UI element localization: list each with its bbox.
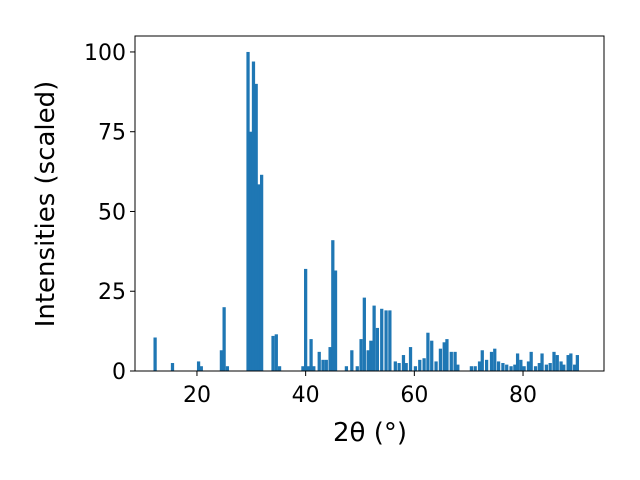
bar: [422, 358, 426, 371]
bar: [501, 363, 505, 371]
x-tick-label: 80: [509, 383, 537, 408]
bar: [251, 61, 256, 372]
bar: [333, 270, 338, 371]
bar: [434, 361, 438, 371]
x-tick-label: 40: [292, 383, 320, 408]
bar: [526, 361, 531, 371]
bar: [575, 355, 580, 371]
bar: [519, 359, 523, 371]
bar: [257, 184, 261, 371]
bar: [153, 337, 157, 371]
bar: [259, 174, 264, 371]
bar: [559, 361, 563, 371]
bar: [219, 350, 224, 371]
y-tick-label: 25: [98, 280, 126, 305]
bar: [254, 83, 258, 371]
bar: [540, 353, 544, 371]
bar: [306, 366, 310, 371]
bar: [509, 366, 513, 371]
bar: [537, 363, 541, 371]
bar: [430, 340, 434, 371]
bar: [362, 297, 366, 371]
bar: [418, 359, 422, 371]
bar: [489, 351, 494, 371]
bar: [515, 353, 520, 371]
bar: [453, 351, 457, 371]
bar: [246, 51, 250, 371]
bar: [544, 364, 549, 371]
bar: [413, 366, 418, 371]
bar: [513, 364, 517, 371]
plot-frame: [134, 35, 605, 372]
bar: [569, 353, 573, 371]
bar: [304, 268, 308, 371]
bar: [274, 334, 278, 371]
bar: [445, 339, 449, 371]
bar: [369, 340, 373, 371]
bar: [350, 350, 354, 371]
bar: [328, 347, 332, 371]
bar: [375, 327, 380, 371]
bar: [493, 348, 497, 371]
bar: [225, 366, 230, 371]
bar: [397, 363, 401, 371]
y-axis-label: Intensities (scaled): [31, 81, 61, 328]
bar: [505, 364, 509, 371]
bar: [170, 363, 175, 371]
bar: [484, 359, 489, 371]
bar: [309, 339, 313, 371]
bar: [366, 350, 370, 371]
bar: [438, 348, 443, 371]
bar: [317, 351, 321, 371]
bar: [249, 131, 253, 371]
bar: [404, 363, 408, 371]
bar: [426, 332, 430, 371]
bar: [456, 364, 460, 371]
bar: [496, 361, 501, 371]
bar: [473, 366, 477, 371]
bar: [562, 364, 566, 371]
bar: [388, 310, 392, 371]
bar: [384, 310, 388, 371]
bar: [533, 366, 538, 371]
x-axis-label: 2θ (°): [333, 418, 407, 448]
bar: [552, 351, 556, 371]
bar: [573, 364, 577, 371]
y-tick-label: 100: [84, 41, 126, 66]
bar: [312, 366, 316, 371]
bar: [372, 305, 376, 371]
bar: [199, 366, 203, 371]
bar: [196, 361, 201, 371]
bar: [393, 361, 397, 371]
bar: [548, 363, 552, 371]
x-tick-label: 20: [183, 383, 211, 408]
bar: [469, 366, 474, 371]
x-tick-label: 60: [400, 383, 428, 408]
bar: [477, 361, 482, 371]
y-tick-label: 0: [112, 360, 126, 385]
bar: [301, 366, 305, 371]
bar: [522, 366, 526, 371]
bar: [566, 355, 570, 371]
bar: [222, 307, 226, 371]
bar: [408, 347, 413, 371]
bar: [331, 240, 335, 371]
bar: [277, 366, 282, 371]
bar: [324, 359, 328, 371]
bar: [449, 351, 453, 371]
bar: [321, 359, 325, 371]
y-tick-label: 50: [98, 200, 126, 225]
bar: [355, 366, 359, 371]
bar: [401, 355, 406, 371]
y-tick-label: 75: [98, 121, 126, 146]
bar: [344, 366, 349, 371]
bar: [442, 342, 446, 371]
bar: [480, 350, 484, 371]
bar: [380, 308, 384, 371]
bar: [359, 339, 363, 371]
bar: [555, 355, 559, 371]
bar: [271, 335, 275, 371]
bar: [529, 351, 533, 371]
